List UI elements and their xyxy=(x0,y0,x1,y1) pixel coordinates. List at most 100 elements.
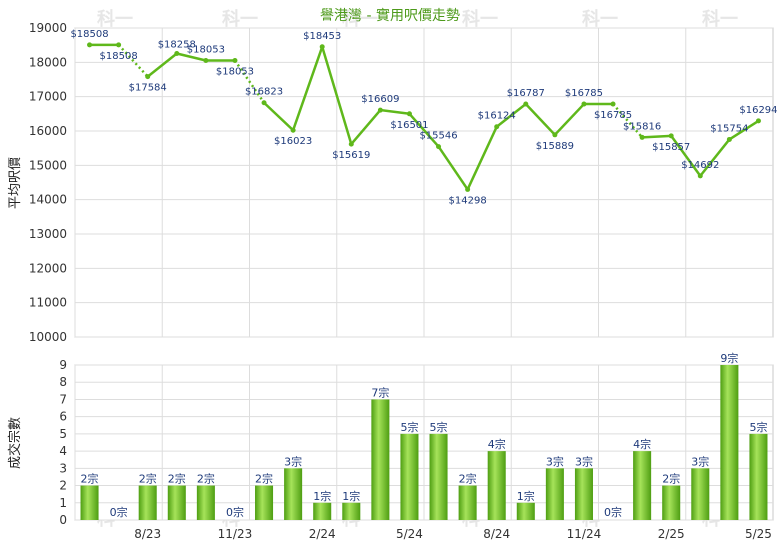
volume-bar xyxy=(371,399,390,520)
watermark-text: 科一 xyxy=(97,8,133,30)
price-line-segment xyxy=(612,103,644,139)
price-line-segment xyxy=(176,52,207,62)
price-line-segment xyxy=(699,138,731,177)
volume-bar xyxy=(720,365,739,520)
watermark-text: 科一 xyxy=(462,8,498,30)
price-line-segment xyxy=(524,103,556,136)
price-data-label: $16294 xyxy=(739,105,777,116)
price-point xyxy=(319,44,325,50)
price-y-tick-label: 14000 xyxy=(29,193,67,207)
price-line-segment xyxy=(670,135,702,177)
price-line-segment xyxy=(233,59,266,104)
x-tick-label: 5/25 xyxy=(745,527,772,541)
price-point xyxy=(668,133,674,139)
price-data-label: $18053 xyxy=(216,67,254,78)
volume-bar xyxy=(458,485,477,520)
volume-bar-label: 3宗 xyxy=(691,454,709,468)
volume-bar-label: 3宗 xyxy=(575,454,593,468)
volume-bar-label: 1宗 xyxy=(517,489,535,503)
watermark-text: 科一 xyxy=(702,8,738,30)
volume-y-tick-label: 6 xyxy=(59,410,67,424)
volume-bar xyxy=(284,468,303,520)
volume-y-tick-label: 8 xyxy=(59,375,67,389)
price-line-segment xyxy=(553,103,585,136)
volume-bar xyxy=(691,468,710,520)
x-tick-label: 8/24 xyxy=(483,527,510,541)
price-point xyxy=(406,111,412,117)
price-data-label: $17584 xyxy=(129,83,167,94)
price-data-label: $16124 xyxy=(478,111,516,122)
price-data-label: $15754 xyxy=(710,123,748,134)
price-y-tick-label: 15000 xyxy=(29,158,67,172)
volume-y-tick-label: 3 xyxy=(59,461,67,475)
x-tick-label: 2/25 xyxy=(658,527,685,541)
price-line-chart: 10000 11000 12000 13000 14000 15000 16000 17000… xyxy=(29,21,778,344)
price-point xyxy=(465,186,471,192)
price-point xyxy=(261,100,267,106)
price-line-segment xyxy=(263,101,294,132)
volume-y-tick-label: 4 xyxy=(59,444,67,458)
price-line-segment xyxy=(291,46,324,131)
x-tick-label: 11/23 xyxy=(218,527,253,541)
price-point xyxy=(552,132,558,138)
price-point xyxy=(348,141,354,147)
volume-bar xyxy=(545,468,564,520)
price-point xyxy=(290,127,296,133)
volume-bar-label: 1宗 xyxy=(313,489,331,503)
price-point xyxy=(232,58,238,64)
price-data-label: $16023 xyxy=(274,136,312,147)
price-data-label: $16823 xyxy=(245,87,283,98)
x-tick-label: 11/24 xyxy=(567,527,602,541)
price-y-tick-label: 16000 xyxy=(29,124,67,138)
volume-y-tick-label: 9 xyxy=(59,358,67,372)
price-line-segment xyxy=(495,102,527,128)
price-data-label: $15619 xyxy=(332,150,370,161)
chart-title: 譽港灣 - 實用呎價走勢 xyxy=(320,7,460,24)
volume-bar-label: 2宗 xyxy=(662,472,680,486)
volume-bar-label: 2宗 xyxy=(139,472,157,486)
price-point xyxy=(203,58,209,64)
price-line-segment xyxy=(380,108,410,116)
volume-bar-label: 9宗 xyxy=(720,351,738,365)
price-data-label: $15816 xyxy=(623,121,661,132)
volume-bar xyxy=(487,451,506,520)
volume-bar-label: 5宗 xyxy=(430,420,448,434)
price-y-tick-label: 10000 xyxy=(29,330,67,344)
price-point xyxy=(377,107,383,113)
price-data-label: $16785 xyxy=(565,88,603,99)
price-point xyxy=(174,50,180,56)
volume-bar-label: 4宗 xyxy=(633,437,651,451)
volume-bar-label: 7宗 xyxy=(371,385,389,399)
volume-bar-label: 2宗 xyxy=(255,472,273,486)
volume-bar-label: 5宗 xyxy=(749,420,767,434)
price-y-tick-label: 11000 xyxy=(29,296,67,310)
price-data-label: $14692 xyxy=(681,160,719,171)
x-tick-label: 8/23 xyxy=(134,527,161,541)
price-data-label: $16787 xyxy=(507,88,545,99)
volume-y-tick-label: 5 xyxy=(59,427,67,441)
volume-y-tick-label: 1 xyxy=(59,496,67,510)
volume-bar xyxy=(196,485,215,520)
volume-bar-label: 0宗 xyxy=(604,505,622,519)
price-data-label: $15857 xyxy=(652,142,690,153)
price-data-label: $16501 xyxy=(390,120,428,131)
volume-y-tick-label: 7 xyxy=(59,392,67,406)
price-data-label: $15546 xyxy=(419,131,457,142)
watermark-text: 科一 xyxy=(342,8,378,30)
volume-bar xyxy=(167,485,186,520)
price-y-tick-label: 19000 xyxy=(29,21,67,35)
volume-bar xyxy=(429,433,448,520)
price-y-axis-label: 平均呎價 xyxy=(8,157,23,209)
price-point xyxy=(726,136,732,142)
volume-bar xyxy=(662,485,681,520)
volume-bar xyxy=(80,485,99,520)
volume-bar-label: 2宗 xyxy=(459,472,477,486)
price-y-tick-label: 18000 xyxy=(29,55,67,69)
price-data-label: $18258 xyxy=(158,39,196,50)
price-line-segment xyxy=(466,126,498,190)
volume-bar xyxy=(633,451,652,520)
x-tick-label: 5/24 xyxy=(396,527,423,541)
price-point xyxy=(639,134,645,140)
price-data-label: $18453 xyxy=(303,31,341,42)
